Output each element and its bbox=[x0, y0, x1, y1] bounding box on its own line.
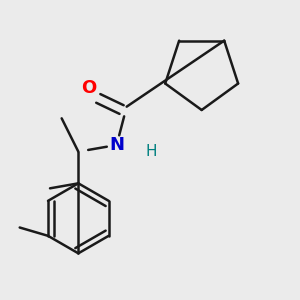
Text: O: O bbox=[81, 79, 96, 97]
Text: H: H bbox=[146, 144, 158, 159]
Text: N: N bbox=[109, 136, 124, 154]
